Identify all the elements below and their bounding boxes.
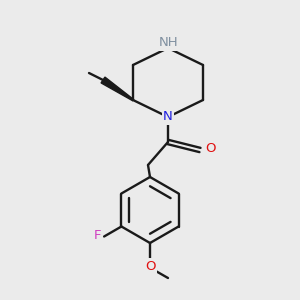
- Text: F: F: [93, 229, 101, 242]
- Text: O: O: [205, 142, 215, 155]
- Text: N: N: [163, 110, 173, 124]
- Polygon shape: [101, 77, 134, 101]
- Text: NH: NH: [159, 37, 179, 50]
- Text: O: O: [145, 260, 155, 272]
